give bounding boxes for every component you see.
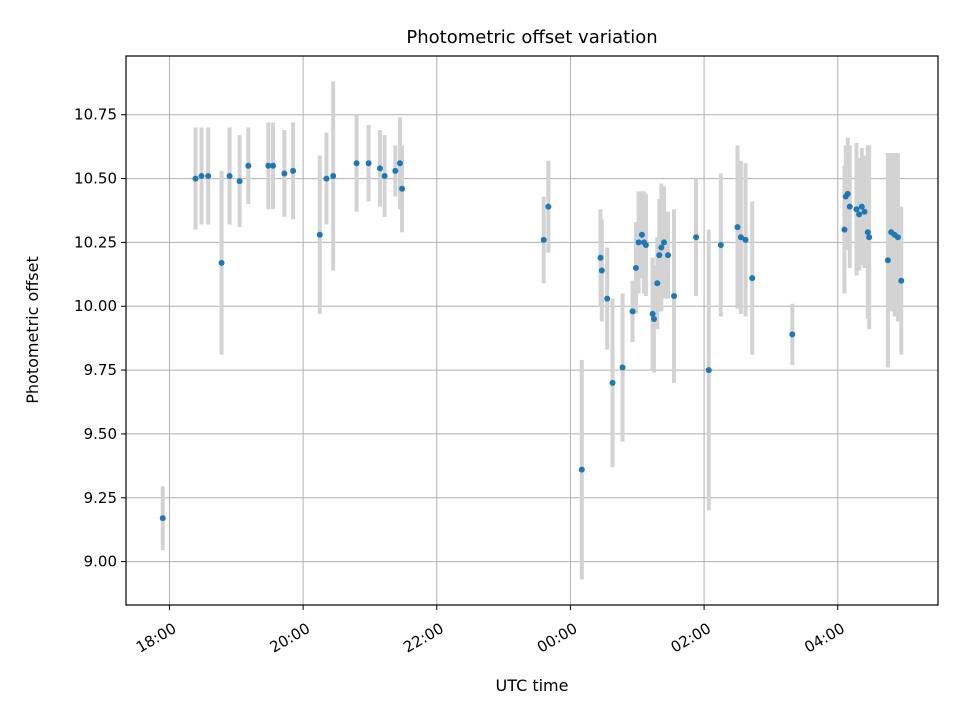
data-point [316, 231, 323, 238]
data-point [236, 178, 243, 185]
data-point [749, 275, 756, 282]
data-point [846, 203, 853, 210]
data-point [381, 173, 388, 180]
data-point [205, 173, 212, 180]
data-point [894, 234, 901, 241]
data-point [281, 170, 288, 177]
data-point [353, 160, 360, 167]
data-point [858, 203, 865, 210]
data-point [742, 236, 749, 243]
data-point [789, 331, 796, 338]
data-point [198, 173, 205, 180]
data-point [218, 259, 225, 266]
y-tick-label: 10.50 [74, 170, 117, 188]
data-point [864, 229, 871, 236]
plot-frame [125, 55, 939, 606]
data-point [226, 173, 233, 180]
data-point [159, 515, 166, 522]
data-point [323, 175, 330, 182]
data-point [540, 236, 547, 243]
data-point [609, 379, 616, 386]
data-point [632, 264, 639, 271]
data-point [665, 252, 672, 259]
y-tick-label: 9.00 [84, 553, 117, 571]
data-point [399, 185, 406, 192]
y-tick-label: 9.25 [84, 489, 117, 507]
data-point [705, 367, 712, 374]
data-point [853, 206, 860, 213]
data-point [884, 257, 891, 264]
data-point [397, 160, 404, 167]
data-point [245, 162, 252, 169]
data-point [841, 226, 848, 233]
data-point [650, 316, 657, 323]
data-point [866, 234, 873, 241]
data-point [604, 295, 611, 302]
data-point [265, 162, 272, 169]
data-point [290, 167, 297, 174]
x-axis-title: UTC time [496, 676, 569, 695]
data-point [861, 208, 868, 215]
data-point [658, 244, 665, 251]
data-point [635, 239, 642, 246]
data-point [654, 280, 661, 287]
data-point [598, 267, 605, 274]
data-point [693, 234, 700, 241]
data-point [737, 234, 744, 241]
data-point [330, 173, 337, 180]
data-point [578, 466, 585, 473]
y-tick-label: 10.25 [74, 233, 117, 251]
data-point [376, 165, 383, 172]
data-point [671, 293, 678, 300]
data-point [545, 203, 552, 210]
data-point [597, 254, 604, 261]
grid [126, 56, 938, 605]
data-points [159, 160, 905, 522]
data-point [638, 231, 645, 238]
data-point [734, 224, 741, 231]
y-tick-label: 10.75 [74, 106, 117, 124]
chart-title: Photometric offset variation [406, 27, 657, 48]
y-tick-label: 9.50 [84, 425, 117, 443]
data-point [898, 277, 905, 284]
data-point [270, 162, 277, 169]
data-point [844, 190, 851, 197]
data-point [192, 175, 199, 182]
data-point [717, 241, 724, 248]
y-tick-label: 10.00 [74, 297, 117, 315]
data-point [856, 211, 863, 218]
y-axis-title: Photometric offset [23, 256, 42, 404]
data-point [392, 167, 399, 174]
y-tick-label: 9.75 [84, 361, 117, 379]
data-point [365, 160, 372, 167]
data-point [660, 239, 667, 246]
data-point [629, 308, 636, 315]
data-point [642, 241, 649, 248]
data-point [619, 364, 626, 371]
data-point [656, 252, 663, 259]
data-point [649, 310, 656, 317]
